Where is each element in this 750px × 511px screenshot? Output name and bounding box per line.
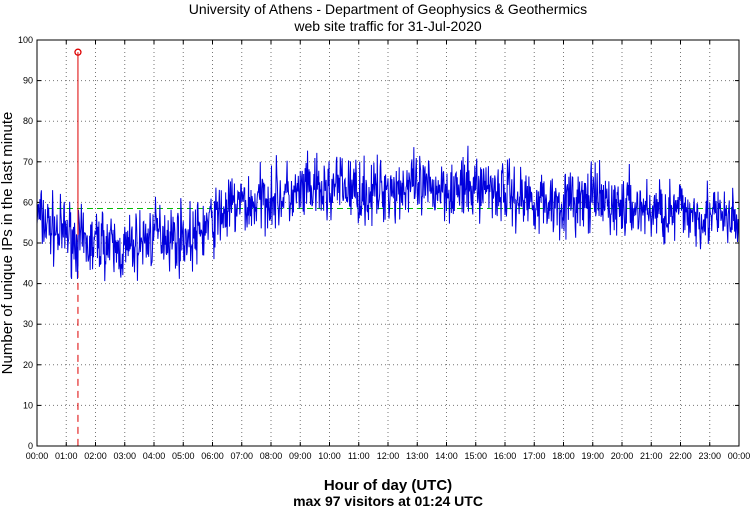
x-tick-labels: 00:00 01:00 02:00 03:00 04:00 05:00 06:00 07:00… bbox=[26, 451, 750, 461]
x-tick-label: 07:00 bbox=[230, 451, 253, 461]
x-tick-label: 12:00 bbox=[377, 451, 400, 461]
x-tick-label: 09:00 bbox=[289, 451, 312, 461]
x-axis-label: Hour of day (UTC) bbox=[324, 477, 452, 494]
x-tick-label: 21:00 bbox=[640, 451, 663, 461]
x-tick-label: 00:00 bbox=[26, 451, 49, 461]
gridlines bbox=[36, 39, 740, 447]
x-tick-label: 04:00 bbox=[143, 451, 166, 461]
y-tick-label: 10 bbox=[23, 400, 33, 410]
chart-title: University of Athens - Department of Geo… bbox=[189, 1, 587, 17]
y-tick-label: 90 bbox=[23, 76, 33, 86]
y-tick-label: 60 bbox=[23, 197, 33, 207]
max-visitors-marker bbox=[74, 48, 82, 56]
x-tick-label: 20:00 bbox=[611, 451, 634, 461]
max-visitors-footer: max 97 visitors at 01:24 UTC bbox=[293, 493, 483, 509]
x-tick-label: 10:00 bbox=[318, 451, 341, 461]
y-axis-label: Number of unique IPs in the last minute bbox=[0, 112, 16, 375]
x-tick-label: 00:00 bbox=[728, 451, 750, 461]
y-tick-label: 0 bbox=[28, 441, 33, 451]
x-tick-label: 03:00 bbox=[113, 451, 136, 461]
x-tick-label: 17:00 bbox=[523, 451, 546, 461]
y-tick-label: 100 bbox=[18, 35, 33, 45]
x-tick-label: 22:00 bbox=[669, 451, 692, 461]
y-tick-label: 40 bbox=[23, 279, 33, 289]
x-tick-label: 01:00 bbox=[55, 451, 78, 461]
x-tick-label: 19:00 bbox=[581, 451, 604, 461]
x-tick-label: 14:00 bbox=[435, 451, 458, 461]
y-tick-labels: 0 10 20 30 40 50 60 70 80 90 100 bbox=[18, 35, 33, 451]
x-tick-label: 13:00 bbox=[406, 451, 429, 461]
chart-subtitle: web site traffic for 31-Jul-2020 bbox=[293, 18, 481, 34]
y-tick-label: 70 bbox=[23, 157, 33, 167]
y-tick-label: 50 bbox=[23, 238, 33, 248]
x-tick-label: 11:00 bbox=[348, 451, 370, 461]
x-tick-label: 16:00 bbox=[494, 451, 517, 461]
plot-frame bbox=[36, 39, 740, 447]
y-tick-label: 80 bbox=[23, 116, 33, 126]
traffic-series-line bbox=[36, 145, 740, 282]
x-tick-label: 08:00 bbox=[260, 451, 283, 461]
y-tick-label: 20 bbox=[23, 360, 33, 370]
x-tick-label: 18:00 bbox=[552, 451, 575, 461]
x-tick-label: 02:00 bbox=[84, 451, 107, 461]
x-tick-label: 23:00 bbox=[698, 451, 721, 461]
x-tick-label: 15:00 bbox=[464, 451, 487, 461]
x-tick-label: 05:00 bbox=[172, 451, 195, 461]
y-tick-label: 30 bbox=[23, 319, 33, 329]
x-tick-label: 06:00 bbox=[201, 451, 224, 461]
